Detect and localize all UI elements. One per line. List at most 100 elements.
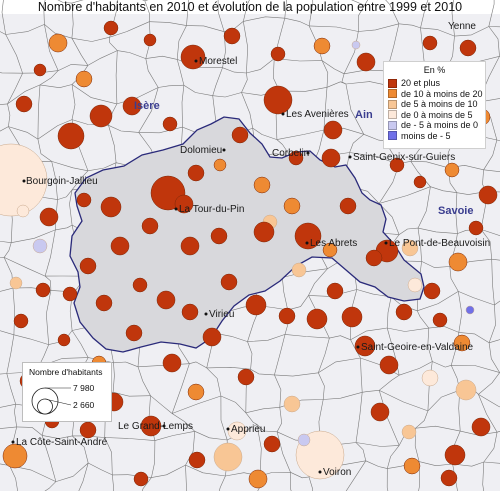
commune-population-symbol[interactable] (453, 334, 471, 352)
commune-population-symbol[interactable] (156, 290, 176, 310)
commune-population-symbol[interactable] (323, 120, 343, 140)
commune-population-symbol[interactable] (401, 424, 417, 440)
commune-population-symbol[interactable] (110, 236, 130, 256)
commune-population-symbol[interactable] (245, 294, 267, 316)
commune-population-symbol[interactable] (237, 368, 255, 386)
commune-population-symbol[interactable] (341, 306, 363, 328)
commune-population-symbol[interactable] (62, 286, 78, 302)
commune-population-symbol[interactable] (223, 27, 241, 45)
commune-population-symbol[interactable] (468, 220, 484, 236)
commune-population-symbol[interactable] (294, 222, 322, 250)
commune-population-symbol[interactable] (455, 379, 477, 401)
commune-population-symbol[interactable] (395, 303, 413, 321)
commune-population-symbol[interactable] (270, 46, 286, 62)
commune-population-symbol[interactable] (471, 417, 491, 437)
commune-population-symbol[interactable] (202, 327, 222, 347)
commune-population-symbol[interactable] (291, 262, 307, 278)
commune-population-symbol[interactable] (2, 443, 28, 469)
commune-population-symbol[interactable] (231, 126, 249, 144)
commune-population-symbol[interactable] (365, 249, 383, 267)
commune-population-symbol[interactable] (187, 383, 205, 401)
commune-population-symbol[interactable] (263, 85, 293, 115)
commune-population-symbol[interactable] (13, 313, 29, 329)
commune-population-symbol[interactable] (103, 20, 119, 36)
commune-population-symbol[interactable] (253, 221, 275, 243)
commune-population-symbol[interactable] (100, 196, 122, 218)
commune-population-symbol[interactable] (322, 242, 338, 258)
commune-population-symbol[interactable] (210, 227, 228, 245)
commune-population-symbol[interactable] (444, 444, 466, 466)
commune-population-symbol[interactable] (326, 282, 344, 300)
commune-population-symbol[interactable] (162, 116, 178, 132)
commune-population-symbol[interactable] (465, 305, 475, 315)
commune-population-symbol[interactable] (180, 236, 200, 256)
commune-population-symbol[interactable] (48, 33, 68, 53)
commune-population-symbol[interactable] (389, 157, 405, 173)
commune-population-symbol[interactable] (76, 192, 92, 208)
commune-population-symbol[interactable] (283, 395, 301, 413)
commune-population-symbol[interactable] (39, 207, 59, 227)
commune-population-symbol[interactable] (227, 421, 247, 441)
commune-population-symbol[interactable] (339, 197, 357, 215)
commune-population-symbol[interactable] (79, 257, 97, 275)
commune-population-symbol[interactable] (122, 96, 142, 116)
commune-population-symbol[interactable] (478, 185, 498, 205)
commune-population-symbol[interactable] (220, 273, 238, 291)
commune-population-symbol[interactable] (125, 324, 143, 342)
commune-population-symbol[interactable] (57, 122, 85, 150)
commune-population-symbol[interactable] (321, 148, 341, 168)
commune-population-symbol[interactable] (422, 35, 438, 51)
commune-population-symbol[interactable] (95, 294, 113, 312)
commune-population-symbol[interactable] (174, 194, 194, 214)
commune-population-symbol[interactable] (354, 335, 376, 357)
commune-population-symbol[interactable] (188, 451, 206, 469)
commune-population-symbol[interactable] (288, 150, 304, 166)
commune-population-symbol[interactable] (421, 369, 439, 387)
commune-population-symbol[interactable] (89, 104, 113, 128)
commune-population-symbol[interactable] (75, 70, 93, 88)
commune-population-symbol[interactable] (403, 457, 421, 475)
commune-population-symbol[interactable] (370, 402, 390, 422)
place-label-le-pont-de-beauvoisin: Le Pont-de-Beauvoisin (389, 238, 490, 249)
commune-population-symbol[interactable] (278, 307, 296, 325)
commune-population-symbol[interactable] (440, 469, 458, 487)
commune-population-symbol[interactable] (187, 164, 205, 182)
commune-population-symbol[interactable] (407, 277, 423, 293)
commune-population-symbol[interactable] (423, 282, 441, 300)
commune-population-symbol[interactable] (248, 469, 268, 489)
commune-population-symbol[interactable] (32, 238, 48, 254)
commune-population-symbol[interactable] (356, 52, 376, 72)
commune-population-symbol[interactable] (263, 435, 281, 453)
commune-population-symbol[interactable] (213, 158, 227, 172)
commune-population-symbol[interactable] (297, 433, 311, 447)
commune-population-symbol[interactable] (413, 175, 427, 189)
commune-population-symbol[interactable] (253, 176, 271, 194)
commune-population-symbol[interactable] (181, 303, 199, 321)
commune-population-symbol[interactable] (379, 355, 399, 375)
commune-population-symbol[interactable] (401, 239, 419, 257)
commune-population-symbol[interactable] (306, 308, 328, 330)
commune-population-symbol[interactable] (35, 282, 51, 298)
commune-population-symbol[interactable] (15, 95, 33, 113)
commune-population-symbol[interactable] (444, 162, 460, 178)
commune-population-symbol[interactable] (283, 197, 301, 215)
commune-population-symbol[interactable] (16, 204, 30, 218)
size-circle-small (37, 398, 53, 415)
commune-population-symbol[interactable] (459, 39, 477, 57)
commune-population-symbol[interactable] (143, 33, 157, 47)
commune-population-symbol[interactable] (213, 442, 243, 472)
commune-population-symbol[interactable] (132, 277, 148, 293)
commune-population-symbol[interactable] (133, 471, 149, 487)
commune-population-symbol[interactable] (180, 44, 206, 70)
commune-population-symbol[interactable] (33, 63, 47, 77)
commune-population-symbol[interactable] (351, 40, 361, 50)
commune-population-symbol[interactable] (9, 276, 23, 290)
commune-population-symbol[interactable] (57, 333, 71, 347)
commune-population-symbol[interactable] (79, 421, 97, 439)
commune-population-symbol[interactable] (162, 353, 182, 373)
commune-population-symbol[interactable] (432, 312, 448, 328)
commune-population-symbol[interactable] (448, 252, 468, 272)
commune-population-symbol[interactable] (313, 37, 331, 55)
commune-population-symbol[interactable] (140, 415, 162, 437)
commune-population-symbol[interactable] (141, 217, 159, 235)
